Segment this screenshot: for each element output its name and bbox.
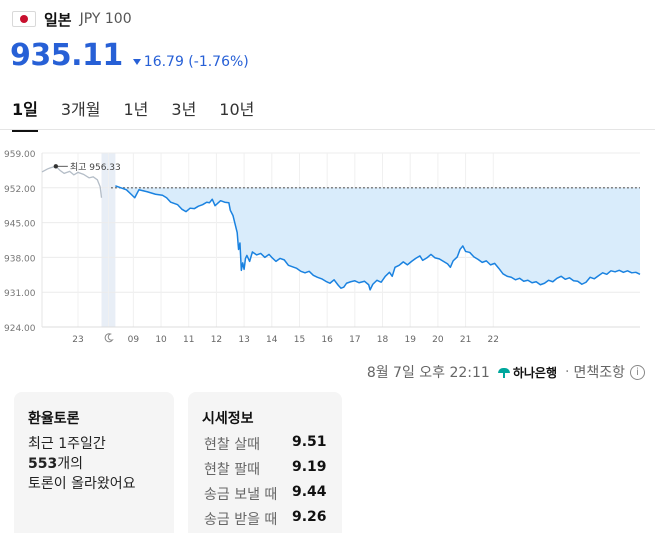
- rate-row-receive: 송금 받을 때 9.26: [204, 509, 327, 528]
- x-tick-label: 11: [183, 335, 194, 345]
- x-tick-label: 17: [349, 335, 360, 345]
- x-tick-label: 22: [488, 335, 499, 345]
- series-line: [115, 185, 641, 291]
- previous-session-line: [41, 165, 103, 198]
- price-change: 16.79 (-1.76%): [132, 54, 249, 70]
- y-tick-label: 924.00: [4, 324, 36, 334]
- bank-name: 하나은행: [512, 365, 558, 380]
- rates-card: 시세정보 현찰 살때 9.51 현찰 팔때 9.19 송금 보낼 때 9.44 …: [188, 392, 342, 533]
- disclaimer-link[interactable]: 면책조항: [573, 365, 625, 381]
- x-tick-label: 19: [404, 335, 416, 345]
- forum-line3: 토론이 올라왔어요: [28, 476, 136, 492]
- tab-3y[interactable]: 3년: [171, 100, 197, 119]
- forum-count: 553: [28, 456, 58, 472]
- currency-header: 일본 JPY 100: [12, 9, 132, 29]
- x-tick-label: 09: [128, 335, 140, 345]
- price-change-text: 16.79 (-1.76%): [143, 54, 249, 70]
- y-tick-label: 959.00: [4, 150, 36, 160]
- x-tick-label: 18: [377, 335, 389, 345]
- high-label: 최고 956.33: [70, 162, 121, 173]
- x-tick-label: 14: [266, 335, 278, 345]
- tab-10y[interactable]: 10년: [219, 100, 255, 119]
- forum-card[interactable]: 환율토론 최근 1주일간 553개의 토론이 올라왔어요: [14, 392, 174, 533]
- x-tick-label: 20: [432, 335, 444, 345]
- rate-row-cash-buy: 현찰 살때 9.51: [204, 434, 327, 453]
- source-info: 8월 7일 오후 22:11 하나은행 · 면책조항 i: [367, 362, 645, 382]
- update-timestamp: 8월 7일 오후 22:11: [366, 365, 490, 381]
- x-tick-label: 16: [321, 335, 333, 345]
- exchange-rate-chart[interactable]: 959.00 952.00 945.00 938.00 931.00 924.00 23 09…: [0, 140, 655, 352]
- country-name: 일본: [44, 10, 72, 29]
- tab-1d[interactable]: 1일: [12, 96, 38, 132]
- forum-line2: 553개의: [28, 456, 83, 472]
- rate-row-send: 송금 보낼 때 9.44: [204, 484, 327, 503]
- x-tick-label: 13: [238, 335, 249, 345]
- rates-title: 시세정보: [202, 411, 254, 427]
- x-tick-label: 21: [460, 335, 471, 345]
- down-arrow-icon: [132, 59, 141, 65]
- x-tick-label: 12: [211, 335, 222, 345]
- x-tick-label: 15: [294, 335, 305, 345]
- x-tick-label: 10: [155, 335, 167, 345]
- x-tick-label: 23: [72, 335, 83, 345]
- moon-icon: [104, 333, 114, 343]
- forum-title: 환율토론: [28, 411, 80, 427]
- series-fill-area: [115, 185, 641, 290]
- period-tabs: 1일 3개월 1년 3년 10년: [12, 96, 277, 132]
- japan-flag-icon: [12, 11, 36, 27]
- bank-logo-icon: [497, 366, 510, 378]
- price-row: 935.11 16.79 (-1.76%): [10, 38, 249, 73]
- separator-dot: ·: [565, 364, 570, 380]
- current-price: 935.11: [10, 38, 123, 73]
- rate-row-cash-sell: 현찰 팔때 9.19: [204, 459, 327, 478]
- currency-code: JPY 100: [79, 11, 132, 27]
- y-tick-label: 938.00: [4, 254, 36, 264]
- tab-3m[interactable]: 3개월: [60, 100, 101, 119]
- y-tick-label: 952.00: [4, 185, 36, 195]
- y-tick-label: 945.00: [4, 220, 36, 230]
- forum-line1: 최근 1주일간: [28, 436, 106, 452]
- tab-1y[interactable]: 1년: [123, 100, 149, 119]
- y-tick-label: 931.00: [4, 289, 36, 299]
- info-icon[interactable]: i: [630, 364, 645, 380]
- tab-divider: [0, 129, 655, 130]
- forum-summary: 최근 1주일간 553개의 토론이 올라왔어요: [28, 434, 136, 494]
